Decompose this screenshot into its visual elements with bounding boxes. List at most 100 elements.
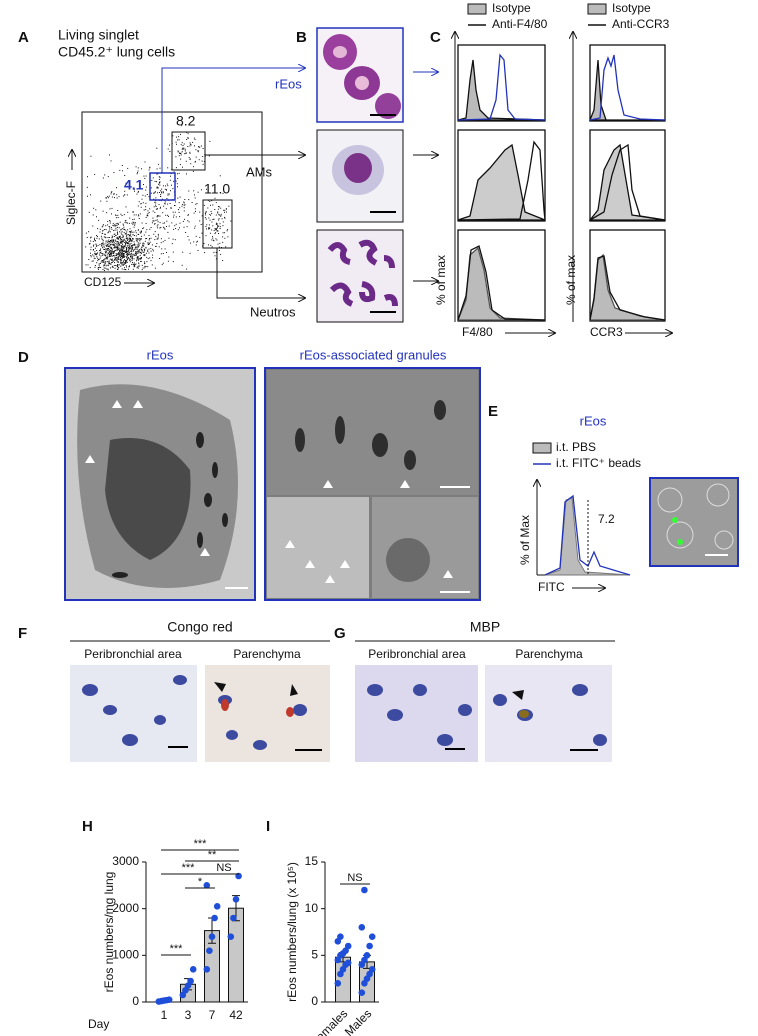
- cytometry-dot: [129, 237, 131, 239]
- cytometry-dot: [167, 214, 169, 216]
- cytometry-dot: [211, 212, 213, 214]
- cytometry-dot: [203, 204, 205, 206]
- cytometry-dot: [111, 235, 113, 237]
- cytometry-dot: [159, 167, 161, 169]
- cytometry-dot: [128, 257, 129, 259]
- cytometry-dot: [124, 259, 126, 260]
- cytometry-dot: [95, 240, 96, 242]
- cytometry-dot: [162, 185, 164, 187]
- cytometry-dot: [159, 182, 161, 184]
- cytometry-dot: [95, 244, 97, 246]
- cytometry-dot: [113, 244, 115, 246]
- cytometry-dot: [112, 266, 114, 268]
- cell: [329, 282, 354, 307]
- cytometry-dot: [187, 133, 189, 135]
- cytometry-dot: [124, 175, 126, 176]
- cytometry-dot: [144, 161, 146, 163]
- cytometry-dot: [118, 253, 120, 255]
- cytometry-dot: [119, 252, 121, 254]
- cytometry-dot: [114, 197, 115, 199]
- cytometry-dot: [143, 184, 144, 185]
- nuclei: [413, 684, 427, 696]
- cytometry-dot: [222, 260, 224, 261]
- cytometry-dot: [187, 146, 189, 147]
- cytometry-dot: [124, 240, 126, 242]
- cytometry-dot: [107, 176, 109, 178]
- cytometry-dot: [100, 251, 102, 253]
- cytometry-dot: [143, 251, 145, 253]
- x-tick-label: 3: [185, 1008, 192, 1022]
- cytometry-dot: [108, 263, 110, 265]
- cytometry-dot: [214, 209, 216, 210]
- cytometry-dot: [99, 244, 101, 246]
- cytometry-dot: [146, 256, 148, 258]
- cytometry-dot: [214, 197, 216, 199]
- cytometry-dot: [99, 252, 101, 254]
- cytometry-dot: [105, 252, 107, 254]
- cytometry-dot: [123, 255, 125, 257]
- cytometry-dot: [108, 239, 110, 241]
- cytometry-dot: [102, 224, 104, 226]
- cytometry-dot: [177, 151, 179, 153]
- cytometry-dot: [147, 258, 149, 260]
- cytometry-dot: [189, 145, 191, 147]
- cytometry-dot: [108, 226, 110, 227]
- cell: [666, 521, 694, 549]
- cytometry-dot: [94, 247, 96, 249]
- cytometry-dot: [152, 177, 154, 179]
- cytometry-dot: [107, 232, 109, 234]
- cytometry-dot: [117, 247, 118, 249]
- cytometry-dot: [114, 259, 116, 261]
- cytometry-dot: [95, 253, 97, 254]
- cytometry-dot: [121, 242, 123, 244]
- cytometry-dot: [119, 238, 121, 239]
- cytometry-dot: [174, 211, 176, 213]
- cytometry-dot: [133, 249, 135, 251]
- cytometry-dot: [142, 267, 144, 269]
- cytometry-dot: [127, 229, 129, 231]
- cytometry-dot: [188, 190, 190, 192]
- cytometry-dot: [201, 215, 203, 217]
- cytometry-dot: [180, 152, 182, 154]
- cytometry-dot: [138, 238, 140, 240]
- cell: [657, 487, 683, 513]
- cytometry-dot: [128, 257, 130, 259]
- cytometry-dot: [115, 259, 117, 261]
- cytometry-dot: [155, 219, 157, 221]
- cytometry-dot: [154, 191, 156, 193]
- cytometry-dot: [150, 260, 152, 262]
- cytometry-dot: [148, 212, 150, 213]
- cytometry-dot: [90, 236, 92, 238]
- cytometry-dot: [110, 253, 112, 255]
- cytometry-dot: [155, 202, 157, 204]
- y-axis-label: % of max: [434, 255, 448, 305]
- cytometry-dot: [138, 250, 140, 252]
- data-point: [344, 942, 352, 950]
- cytometry-dot: [133, 253, 135, 255]
- cytometry-dot: [146, 238, 148, 239]
- cells: [327, 239, 398, 307]
- micrograph: [355, 665, 478, 762]
- significance-label: ***: [170, 943, 184, 955]
- cytometry-dot: [226, 230, 228, 232]
- cytometry-dot: [125, 250, 127, 252]
- cytometry-dot: [85, 264, 87, 266]
- cytometry-dot: [128, 248, 130, 250]
- cytometry-dot: [127, 247, 129, 249]
- cytometry-dot: [144, 250, 146, 252]
- cytometry-dot: [131, 231, 133, 233]
- cytometry-dot: [122, 248, 124, 250]
- cytometry-dot: [138, 245, 140, 247]
- cytometry-dot: [95, 209, 97, 211]
- cytometry-dot: [159, 176, 161, 178]
- cytometry-dot: [142, 242, 144, 244]
- cytometry-dot: [188, 239, 190, 241]
- cytometry-dot: [115, 254, 117, 256]
- cytometry-dot: [140, 257, 142, 259]
- cytometry-dot: [142, 194, 144, 196]
- significance-label: ***: [182, 862, 196, 874]
- cytometry-dot: [127, 258, 128, 260]
- cytometry-dot: [126, 253, 128, 255]
- cytometry-dot: [128, 266, 130, 268]
- cytometry-dot: [140, 258, 142, 260]
